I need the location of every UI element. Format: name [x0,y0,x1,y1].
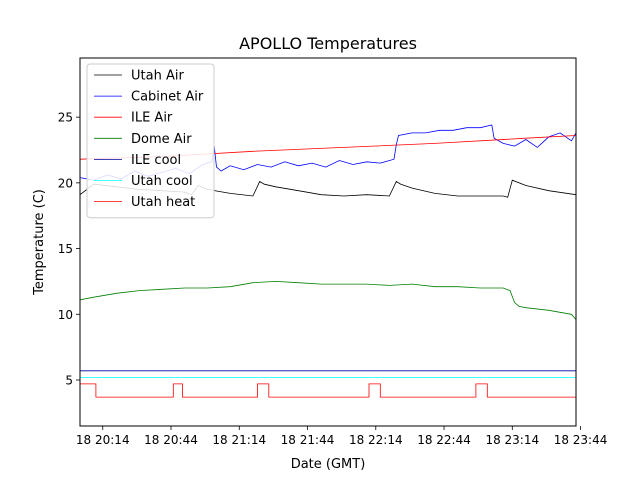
x-tick-label: 18 20:44 [144,433,198,447]
legend-label-ile-cool: ILE cool [131,153,181,168]
legend-label-utah-heat: Utah heat [131,195,195,210]
y-tick-label: 15 [58,242,73,256]
x-tick-label: 18 23:44 [554,433,608,447]
y-axis-label: Temperature (C) [32,189,47,296]
legend-box [86,63,215,219]
x-tick-label: 18 22:44 [417,433,471,447]
chart-title: APOLLO Temperatures [239,34,417,53]
series-line-dome-air [79,280,577,320]
x-tick-label: 18 21:44 [281,433,335,447]
series-line-utah-heat [79,383,576,409]
axes-frame [79,57,577,427]
legend-label-cabinet-air: Cabinet Air [131,90,204,105]
y-tick-label: 20 [58,176,73,190]
legend: Utah Air Cabinet Air ILE Air Dome Air ILE co… [86,63,215,219]
legend-label-dome-air: Dome Air [131,132,192,147]
legend-label-utah-cool: Utah cool [131,174,193,189]
x-tick-label: 18 21:14 [212,433,266,447]
y-tick-label: 25 [58,111,73,125]
y-tick-label: 5 [65,374,73,388]
y-tick-label: 10 [58,308,73,322]
legend-label-utah-air: Utah Air [131,69,184,84]
x-tick-label: 18 23:14 [485,433,539,447]
x-tick-label: 18 22:14 [349,433,403,447]
legend-label-ile-air: ILE Air [131,111,173,126]
x-axis-label: Date (GMT) [291,457,366,472]
axes: 18 20:14 18 20:44 18 21:14 18 21:44 18 22:14… [58,111,608,447]
x-tick-label: 18 20:14 [76,433,130,447]
